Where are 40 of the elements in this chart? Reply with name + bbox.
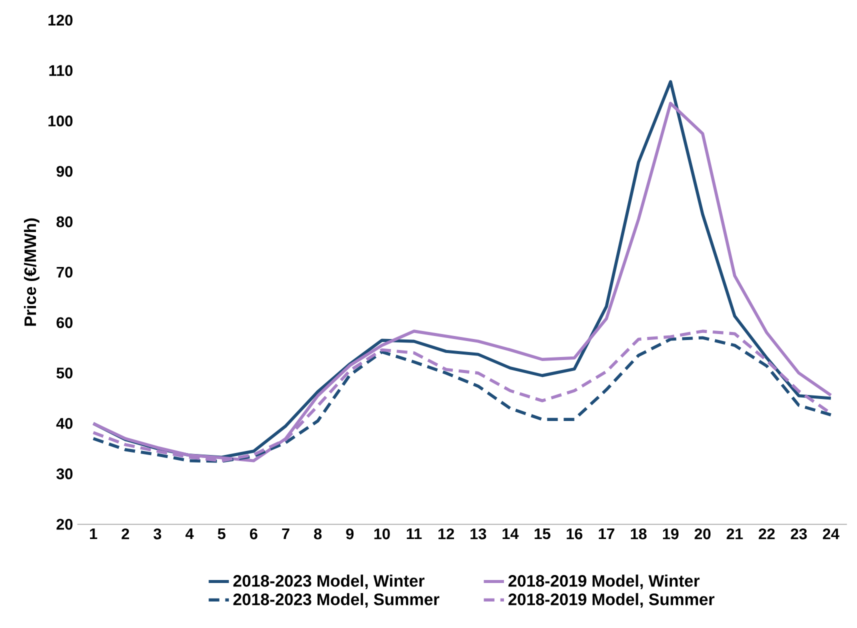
x-tick-label: 13 [470, 528, 486, 540]
x-tick-label: 23 [790, 528, 807, 540]
y-tick-label: 30 [56, 468, 72, 480]
x-tick-label: 2 [122, 528, 130, 539]
x-tick-label: 14 [502, 528, 519, 539]
x-tick-label: 4 [186, 528, 194, 539]
legend-label: 2018-2023 Model, Summer [233, 592, 440, 608]
x-tick-label: 8 [314, 528, 322, 540]
x-tick-label: 1 [90, 528, 98, 539]
y-tick-label: 60 [56, 316, 72, 328]
x-tick-label: 9 [346, 528, 354, 540]
x-tick-label: 16 [566, 528, 582, 540]
x-tick-label: 20 [694, 528, 711, 540]
x-tick-label: 11 [406, 528, 422, 539]
x-tick-label: 6 [250, 528, 258, 540]
y-tick-label: 50 [56, 367, 72, 378]
legend-label: 2018-2023 Model, Winter [233, 574, 424, 589]
y-axis-title: Price (€/MWh) [24, 218, 40, 326]
x-tick-label: 7 [282, 528, 290, 539]
y-tick-label: 120 [48, 14, 72, 26]
x-tick-label: 5 [218, 528, 226, 539]
x-tick-label: 12 [438, 528, 454, 539]
y-tick-label: 70 [56, 266, 72, 278]
x-tick-label: 19 [662, 528, 679, 540]
x-tick-label: 24 [822, 528, 840, 539]
x-tick-label: 10 [374, 528, 390, 540]
y-tick-label: 40 [56, 418, 72, 429]
y-tick-label: 80 [56, 216, 72, 228]
x-tick-label: 17 [598, 528, 614, 539]
x-tick-label: 22 [758, 528, 775, 539]
x-tick-label: 15 [534, 528, 550, 539]
legend-label: 2018-2019 Model, Summer [508, 592, 714, 608]
y-tick-label: 110 [49, 64, 72, 76]
x-tick-label: 18 [630, 528, 647, 540]
legend-label: 2018-2019 Model, Winter [508, 574, 700, 589]
y-tick-label: 20 [56, 518, 72, 530]
x-tick-label: 3 [154, 528, 162, 540]
x-tick-label: 21 [726, 528, 743, 539]
y-tick-label: 100 [48, 115, 72, 126]
y-tick-label: 90 [56, 166, 72, 177]
